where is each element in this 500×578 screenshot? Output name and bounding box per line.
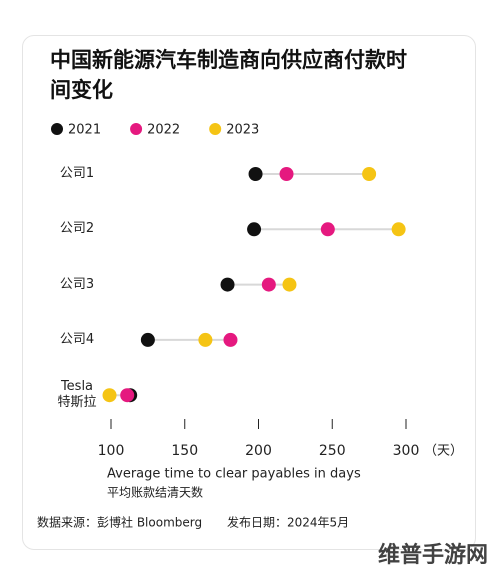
legend-label: 2022 bbox=[147, 123, 180, 138]
x-tick-label: 100 bbox=[98, 443, 125, 459]
legend-marker bbox=[209, 123, 221, 135]
legend-marker bbox=[51, 123, 63, 135]
dot bbox=[282, 278, 296, 292]
dot bbox=[321, 222, 335, 236]
source: 数据来源：彭博社 Bloomberg bbox=[37, 515, 202, 530]
x-tick-label: 150 bbox=[171, 443, 198, 459]
x-tick-label: 300 bbox=[393, 443, 420, 459]
dot bbox=[362, 167, 376, 181]
y-category-label: 公司2 bbox=[60, 221, 94, 237]
y-category-label: Tesla 特斯拉 bbox=[57, 379, 96, 411]
dot bbox=[223, 333, 237, 347]
dot bbox=[247, 222, 261, 236]
x-tick-label: 250 bbox=[319, 443, 346, 459]
dot bbox=[249, 167, 263, 181]
x-tick-label: 200 bbox=[245, 443, 272, 459]
dot bbox=[221, 278, 235, 292]
y-category-label: 公司1 bbox=[60, 166, 94, 182]
dot bbox=[103, 388, 117, 402]
x-unit: （天） bbox=[424, 444, 463, 459]
dot bbox=[262, 278, 276, 292]
dot bbox=[392, 222, 406, 236]
y-category-label: 公司4 bbox=[60, 332, 94, 348]
x-label: Average time to clear payables in days bbox=[107, 467, 361, 482]
dot bbox=[141, 333, 155, 347]
dot bbox=[120, 388, 134, 402]
y-category-label: 公司3 bbox=[60, 277, 94, 293]
legend-label: 2021 bbox=[68, 123, 101, 138]
x-label-cn: 平均账款结清天数 bbox=[107, 485, 203, 500]
chart-title: 中国新能源汽车制造商向供应商付款时间变化 bbox=[50, 45, 410, 105]
legend-label: 2023 bbox=[226, 123, 259, 138]
dot bbox=[280, 167, 294, 181]
watermark: 维普手游网 bbox=[378, 542, 488, 568]
legend-marker bbox=[130, 123, 142, 135]
dot bbox=[198, 333, 212, 347]
date: 发布日期：2024年5月 bbox=[227, 515, 349, 530]
